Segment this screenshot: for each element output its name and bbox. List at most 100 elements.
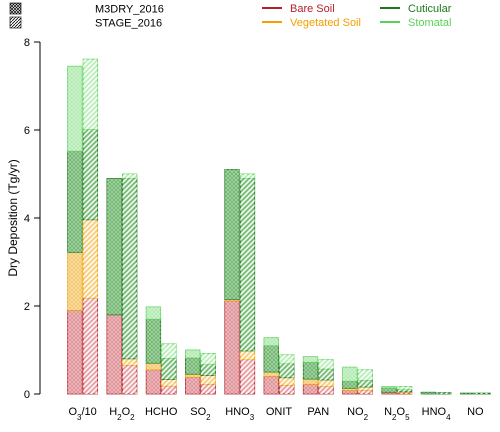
y-tick-label: 0 — [24, 389, 30, 401]
bar-segment — [161, 385, 177, 395]
bar-segment — [224, 300, 240, 395]
x-tick-label: NO2 — [347, 406, 369, 422]
bar-segment — [145, 369, 162, 395]
x-tick-label: N2O5 — [384, 406, 410, 422]
bar-segment — [82, 219, 99, 299]
bar-segment — [161, 343, 177, 359]
x-axis: O3/10 H2O2 HCHO SO2 HNO3 ONIT PAN NO2 N2O5 HNO4 NO — [68, 406, 484, 422]
bar-segment — [200, 353, 216, 365]
y-tick-label: 2 — [24, 301, 30, 313]
bar-segment — [302, 356, 319, 363]
bar-segment — [357, 379, 373, 388]
bar-segment — [122, 173, 138, 179]
bar-segment — [279, 377, 295, 386]
bar-segment — [279, 384, 295, 395]
bar-segment — [224, 169, 240, 300]
legend-component-item: Vegetated Soil — [262, 17, 361, 29]
bar-segment — [318, 359, 334, 370]
svg-text:Vegetated Soil: Vegetated Soil — [290, 17, 361, 29]
legend-component-item: Cuticular — [380, 3, 452, 15]
x-tick-label: H2O2 — [109, 406, 135, 422]
bar-segment — [185, 357, 201, 375]
bar-segment — [302, 383, 319, 395]
bar-segment — [145, 362, 162, 371]
svg-text:Cuticular: Cuticular — [408, 3, 452, 15]
bar-segment — [318, 379, 334, 387]
bar-segment — [67, 150, 83, 253]
bar-segment — [161, 379, 177, 387]
bar-segment — [263, 337, 279, 346]
bar-segment — [67, 251, 83, 311]
bar-segment — [459, 392, 476, 395]
x-tick-label: HNO4 — [422, 406, 451, 422]
bar-segment — [82, 129, 99, 221]
svg-text:STAGE_2016: STAGE_2016 — [95, 18, 162, 30]
bar-segment — [420, 391, 436, 395]
bar-segment — [145, 318, 162, 364]
bar-segment — [145, 306, 162, 320]
bar-segment — [185, 373, 201, 378]
bar-segment — [122, 177, 138, 360]
bar-segment — [302, 361, 319, 380]
bar-segment — [263, 371, 279, 377]
bar-segment — [185, 376, 201, 395]
bar-segment — [200, 383, 216, 395]
bar-segment — [200, 364, 216, 376]
bar-segment — [342, 390, 358, 395]
bar-segment — [318, 368, 334, 381]
legend-component-item: Bare Soil — [262, 3, 335, 15]
bar-segment — [263, 345, 279, 373]
bar-segment — [122, 358, 138, 366]
y-tick-label: 6 — [24, 125, 30, 137]
bar-segment — [82, 58, 99, 130]
x-tick-label: O3/10 — [68, 406, 96, 422]
bar-segment — [239, 177, 256, 352]
bar-segment — [239, 350, 256, 361]
bar-segment — [318, 386, 334, 395]
legend: M3DRY_2016 STAGE_2016 Bare Soil Vegetated S… — [9, 2, 452, 30]
y-axis: 0 2 4 6 8 — [24, 37, 41, 401]
bars-layer — [67, 58, 491, 395]
x-tick-label: HCHO — [145, 406, 178, 418]
bar-segment — [106, 314, 122, 395]
bar-segment — [239, 359, 256, 395]
y-axis-title: Dry Deposition (Tg/yr) — [6, 159, 20, 276]
x-tick-label: NO — [467, 406, 484, 418]
bar-segment — [279, 354, 295, 365]
bar-segment — [161, 357, 177, 380]
bar-segment — [475, 392, 491, 395]
bar-segment — [279, 363, 295, 379]
bar-segment — [342, 366, 358, 382]
x-tick-label: ONIT — [266, 406, 293, 418]
bar-segment — [357, 390, 373, 395]
bar-segment — [185, 349, 201, 359]
bar-segment — [381, 386, 397, 389]
bar-segment — [357, 386, 373, 391]
y-tick-label: 8 — [24, 37, 30, 49]
x-tick-label: PAN — [307, 406, 329, 418]
legend-component-item: Stomatal — [380, 17, 451, 29]
bar-segment — [106, 177, 122, 316]
svg-text:Stomatal: Stomatal — [408, 17, 451, 29]
svg-text:Bare Soil: Bare Soil — [290, 3, 335, 15]
svg-text:M3DRY_2016: M3DRY_2016 — [95, 4, 164, 16]
legend-model-item: STAGE_2016 — [9, 16, 162, 30]
legend-model-item: M3DRY_2016 — [9, 2, 164, 16]
bar-segment — [67, 309, 83, 395]
bar-segment — [200, 375, 216, 385]
y-tick-label: 4 — [24, 213, 30, 225]
bar-segment — [342, 380, 358, 389]
bar-segment — [82, 297, 99, 395]
x-tick-label: HNO3 — [225, 406, 254, 422]
bar-segment — [302, 378, 319, 385]
bar-segment — [122, 364, 138, 395]
bar-segment — [381, 387, 397, 393]
bar-segment — [436, 392, 452, 395]
x-tick-label: SO2 — [190, 406, 211, 422]
bar-segment — [396, 386, 413, 390]
bar-segment — [239, 173, 256, 179]
bar-segment — [357, 369, 373, 381]
bar-segment — [263, 375, 279, 395]
bar-segment — [67, 65, 83, 152]
